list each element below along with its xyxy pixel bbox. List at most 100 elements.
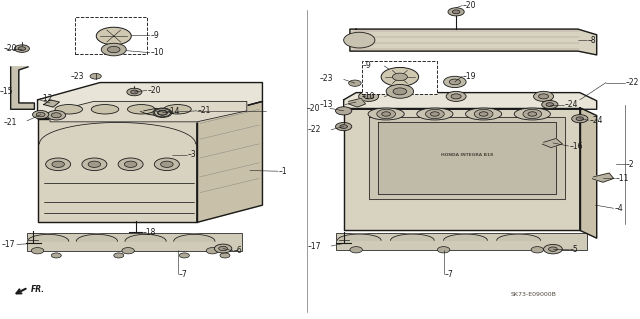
Circle shape	[377, 109, 396, 119]
Circle shape	[444, 76, 466, 88]
Text: –13: –13	[320, 100, 333, 109]
Polygon shape	[390, 234, 435, 240]
Circle shape	[572, 115, 588, 123]
Circle shape	[364, 94, 374, 99]
Text: –22: –22	[307, 125, 321, 134]
Circle shape	[153, 108, 172, 117]
Circle shape	[52, 161, 65, 167]
Polygon shape	[497, 234, 540, 240]
Circle shape	[539, 94, 548, 99]
Circle shape	[543, 244, 563, 254]
Text: –1: –1	[278, 167, 287, 176]
Circle shape	[474, 109, 493, 119]
Text: –20: –20	[306, 104, 319, 113]
Circle shape	[157, 110, 168, 115]
Circle shape	[335, 122, 352, 131]
Text: –10: –10	[150, 48, 164, 57]
Text: FR.: FR.	[31, 285, 45, 293]
Text: –24: –24	[589, 116, 603, 125]
Circle shape	[349, 80, 361, 86]
Text: –20: –20	[463, 1, 477, 10]
Text: –17: –17	[2, 240, 15, 249]
Circle shape	[340, 125, 348, 129]
Circle shape	[36, 112, 45, 117]
Circle shape	[179, 253, 189, 258]
Circle shape	[446, 91, 466, 101]
Text: –20: –20	[3, 44, 17, 53]
Text: –20: –20	[147, 86, 161, 95]
Polygon shape	[38, 83, 262, 119]
Circle shape	[90, 73, 101, 79]
Circle shape	[358, 91, 379, 101]
Circle shape	[381, 67, 419, 86]
Text: –18: –18	[143, 228, 156, 237]
Text: –17: –17	[307, 241, 321, 250]
Ellipse shape	[514, 108, 550, 120]
Ellipse shape	[127, 105, 155, 114]
Text: –7: –7	[444, 271, 453, 279]
Circle shape	[393, 88, 407, 95]
Circle shape	[219, 246, 227, 251]
Ellipse shape	[465, 108, 502, 120]
Text: –15: –15	[0, 87, 13, 96]
Text: –8: –8	[588, 36, 596, 45]
Circle shape	[154, 158, 179, 171]
Circle shape	[131, 90, 138, 94]
Circle shape	[392, 73, 408, 81]
Polygon shape	[44, 100, 60, 107]
Polygon shape	[349, 98, 365, 107]
Circle shape	[451, 94, 461, 99]
Polygon shape	[344, 93, 596, 108]
Ellipse shape	[368, 108, 404, 120]
Ellipse shape	[92, 105, 119, 114]
Text: SK73-E09000B: SK73-E09000B	[510, 292, 556, 297]
Polygon shape	[444, 234, 487, 240]
Text: –11: –11	[616, 174, 629, 183]
Ellipse shape	[417, 108, 453, 120]
Polygon shape	[141, 108, 166, 116]
Circle shape	[31, 248, 44, 254]
Circle shape	[214, 244, 232, 253]
Circle shape	[546, 103, 554, 107]
Circle shape	[431, 112, 439, 116]
Polygon shape	[76, 234, 118, 241]
Polygon shape	[50, 101, 247, 122]
Circle shape	[523, 109, 541, 119]
Polygon shape	[344, 108, 580, 230]
Text: –2: –2	[625, 160, 634, 169]
Circle shape	[51, 253, 61, 258]
Polygon shape	[369, 117, 566, 199]
Circle shape	[382, 112, 390, 116]
Bar	[336, 234, 588, 250]
Circle shape	[158, 110, 167, 115]
Circle shape	[161, 161, 173, 167]
Circle shape	[426, 109, 444, 119]
Text: –4: –4	[614, 204, 623, 213]
Circle shape	[220, 253, 230, 258]
Circle shape	[127, 88, 142, 96]
Circle shape	[386, 85, 413, 98]
Polygon shape	[350, 29, 596, 55]
Circle shape	[96, 27, 131, 45]
Text: –6: –6	[234, 246, 243, 255]
Circle shape	[344, 32, 375, 48]
Circle shape	[45, 158, 70, 171]
Circle shape	[114, 253, 124, 258]
Circle shape	[122, 248, 134, 254]
Ellipse shape	[164, 105, 191, 114]
Text: –21: –21	[198, 106, 211, 115]
Polygon shape	[337, 234, 381, 240]
Text: –7: –7	[179, 270, 188, 279]
Circle shape	[335, 107, 352, 115]
Circle shape	[108, 46, 120, 53]
Circle shape	[118, 158, 143, 171]
Circle shape	[541, 100, 558, 109]
Circle shape	[534, 91, 554, 101]
Circle shape	[448, 8, 464, 16]
Text: –23: –23	[70, 72, 84, 81]
Text: –24: –24	[564, 100, 578, 109]
Circle shape	[18, 47, 26, 50]
Text: HONDA INTEGRA B18: HONDA INTEGRA B18	[441, 153, 493, 157]
Circle shape	[531, 247, 543, 253]
Text: –21: –21	[3, 118, 17, 127]
